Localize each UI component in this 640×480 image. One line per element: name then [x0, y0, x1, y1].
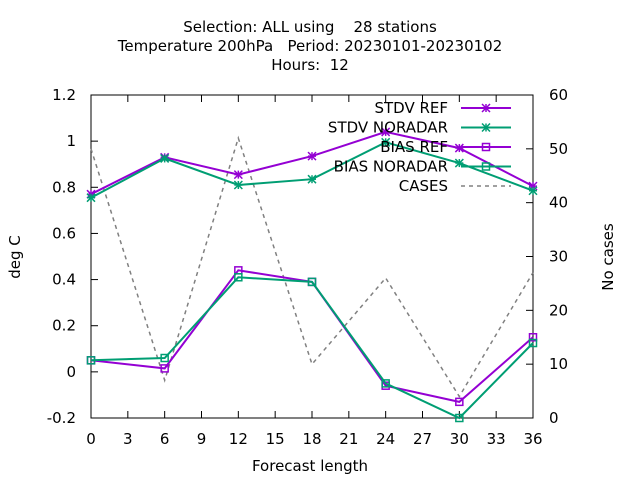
y-tick-label: 0.6 [52, 224, 76, 242]
x-tick-label: 36 [523, 430, 542, 448]
legend-marker-stdv-ref [481, 103, 491, 113]
data-point-stdv-noradar [86, 193, 96, 203]
x-tick-label: 33 [487, 430, 506, 448]
x-tick-label: 3 [123, 430, 133, 448]
legend-label-cases: CASES [399, 177, 448, 195]
y2-tick-label: 50 [549, 140, 568, 158]
data-point-stdv-noradar [307, 174, 317, 184]
y-tick-label: -0.2 [47, 409, 76, 427]
title-line-2: Temperature 200hPa Period: 20230101-2023… [117, 37, 503, 55]
chart-title: Selection: ALL using 28 stationsTemperat… [117, 18, 503, 74]
y-tick-label: 0.2 [52, 317, 76, 335]
legend-label-bias-ref: BIAS REF [380, 138, 448, 156]
legend-marker-stdv-noradar [481, 122, 491, 133]
series-line-cases [90, 135, 534, 398]
legend-marker-bias-noradar [481, 162, 491, 171]
data-point-stdv-noradar [381, 137, 391, 147]
x-tick-label: 6 [160, 430, 170, 448]
data-point-bias-noradar [455, 413, 464, 423]
data-point-stdv-ref [454, 143, 464, 153]
plot-border [90, 94, 534, 419]
y-tick-label: 1 [66, 132, 76, 150]
y2-tick-label: 30 [549, 248, 568, 266]
data-point-bias-ref [455, 397, 464, 407]
x-tick-label: 12 [229, 430, 248, 448]
x-tick-label: 0 [86, 430, 96, 448]
x-axis-label: Forecast length [252, 457, 368, 475]
series-layer [86, 127, 538, 423]
y-tick-label: 0.8 [52, 178, 76, 196]
series-line-bias-noradar [90, 276, 534, 420]
y2-tick-label: 10 [549, 355, 568, 373]
x-tick-label: 18 [302, 430, 321, 448]
x-tick-label: 21 [339, 430, 358, 448]
series-line-bias-ref [90, 269, 534, 403]
y2-tick-label: 40 [549, 194, 568, 212]
x-tick-label: 24 [376, 430, 395, 448]
y-tick-label: 0.4 [52, 271, 76, 289]
legend-label-stdv-noradar: STDV NORADAR [328, 119, 448, 137]
data-point-stdv-ref [233, 170, 243, 180]
data-point-bias-noradar [307, 277, 317, 287]
data-point-bias-noradar [234, 273, 243, 282]
data-point-stdv-ref [381, 127, 391, 137]
axis-labels: Forecast length deg C No cases [6, 223, 617, 475]
y2-axis-label: No cases [599, 223, 617, 291]
title-line-3: Hours: 12 [271, 56, 349, 74]
data-point-bias-noradar [528, 338, 538, 348]
data-point-stdv-noradar [233, 180, 243, 190]
data-point-bias-ref [528, 333, 538, 342]
data-point-stdv-noradar [160, 153, 170, 163]
title-line-1: Selection: ALL using 28 stations [183, 18, 437, 36]
data-point-stdv-ref [307, 151, 317, 161]
data-point-bias-noradar [381, 379, 390, 388]
series-line-stdv-noradar [90, 141, 534, 199]
plot-axes [90, 94, 534, 419]
legend-label-stdv-ref: STDV REF [374, 99, 448, 117]
data-point-stdv-noradar [528, 186, 538, 196]
legend-label-bias-noradar: BIAS NORADAR [334, 158, 448, 176]
y-tick-label: 1.2 [52, 86, 76, 104]
x-tick-label: 9 [197, 430, 207, 448]
data-point-bias-noradar [160, 353, 169, 363]
legend-marker-bias-ref [481, 142, 491, 152]
x-tick-label: 15 [266, 430, 285, 448]
data-point-bias-noradar [86, 356, 96, 365]
y2-tick-label: 0 [549, 409, 559, 427]
y-axis-label: deg C [6, 235, 24, 279]
y2-tick-label: 20 [549, 301, 568, 319]
data-point-bias-ref [160, 364, 169, 373]
x-tick-label: 27 [413, 430, 432, 448]
x-tick-label: 30 [450, 430, 469, 448]
y2-tick-label: 60 [549, 86, 568, 104]
y-tick-label: 0 [66, 363, 76, 381]
axis-ticks: 0 3 6 9 12 15 18 21 24 27 30 33 36-0.200.20.40.60.81… [47, 86, 568, 448]
